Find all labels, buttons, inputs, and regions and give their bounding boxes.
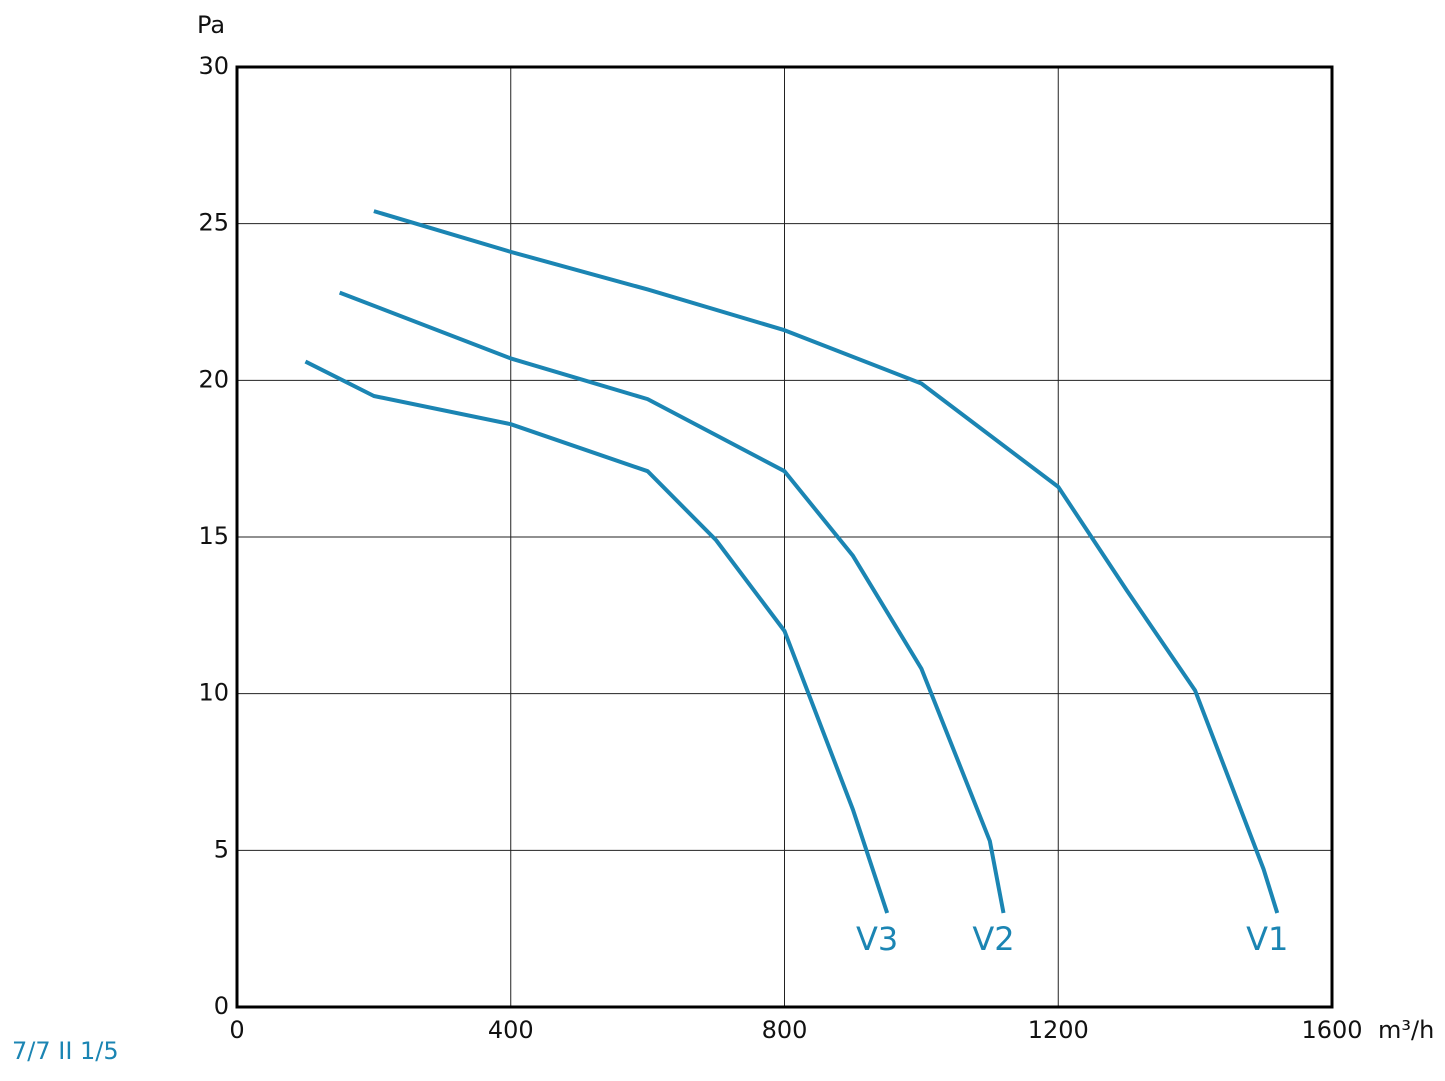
footer: 7/7 II 1/5 [12, 1037, 119, 1065]
series-label: V1 [1246, 920, 1288, 958]
y-tick-label: 30 [198, 52, 229, 80]
x-tick-label: 400 [488, 1016, 534, 1044]
series-line [338, 290, 1006, 914]
x-tick-label: 0 [229, 1016, 244, 1044]
y-tick-label: 20 [198, 365, 229, 393]
y-tick-label: 0 [214, 992, 229, 1020]
series-line [304, 359, 890, 914]
y-tick-label: 15 [198, 522, 229, 550]
series-label: V2 [972, 920, 1014, 958]
plot-frame [235, 65, 1334, 1009]
y-tick-label: 10 [198, 679, 229, 707]
x-axis-label: m³/h [1378, 1016, 1434, 1044]
x-tick-label: 1200 [1028, 1016, 1089, 1044]
y-axis-label: Pa [197, 11, 225, 39]
series-line [373, 209, 1280, 914]
x-tick-label: 1600 [1301, 1016, 1362, 1044]
series-label: V3 [856, 920, 898, 958]
x-tick-label: 800 [762, 1016, 808, 1044]
y-tick-label: 5 [214, 835, 229, 863]
y-tick-label: 25 [198, 209, 229, 237]
